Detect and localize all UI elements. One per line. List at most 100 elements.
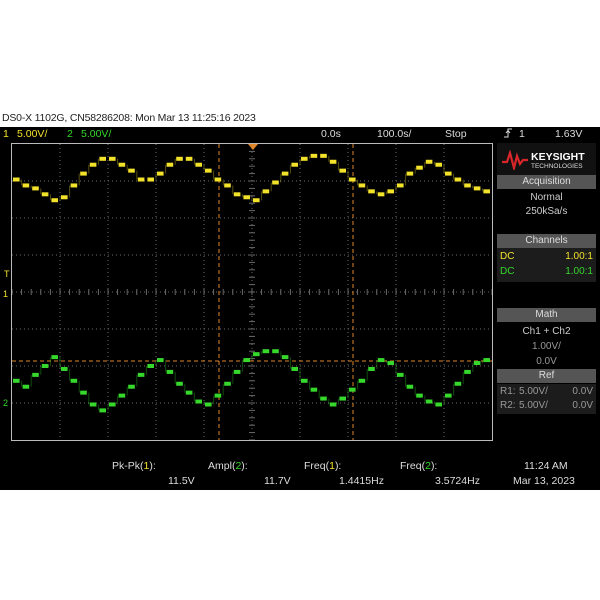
ch2-trace-point [51,355,58,360]
ch2-trace-point [99,408,106,413]
ch2-trace-point [301,378,308,383]
ch2-number[interactable]: 2 [67,128,73,140]
time-scale[interactable]: 100.0s/ [377,128,412,140]
ch2-trace-point [397,372,404,377]
ch2-trace-point [483,358,490,363]
meas-1-label[interactable]: Pk-Pk(1): [112,460,156,472]
ch1-trace-point [473,186,481,191]
ch2-trace-point [377,358,385,363]
math-offset: 0.0V [536,356,557,367]
ch2-ground-marker[interactable]: 2 [3,398,9,408]
meas-4-label[interactable]: Freq(2): [400,460,438,472]
ch2-trace-point [214,393,222,398]
ref2-name[interactable]: R2: [500,400,516,411]
ref1-offset: 0.0V [572,386,593,397]
ch1-trace-point [301,156,308,161]
ch2-coupling[interactable]: DC [500,266,515,277]
ch2-probe[interactable]: 1.00:1 [565,266,593,277]
meas-1-value: 11.5V [168,475,195,487]
meas-1-label-text: Pk-Pk [112,460,141,472]
ch2-trace-point [128,384,135,389]
ch1-trace-point [118,162,126,167]
ref-box: R1: 5.00V/ 0.0V R2: 5.00V/ 0.0V [497,384,596,414]
status-bar: 1 5.00V/ 2 5.00V/ 0.0s 100.0s/ Stop 1 1.… [0,127,600,142]
ch2-trace-point [176,381,183,386]
ch2-trace [13,349,490,413]
ch2-trace-point [339,396,346,401]
ch2-trace-point [320,396,327,401]
right-softkey-panel: KEYSIGHT TECHNOLOGIES Acquisition Normal… [495,143,600,441]
ch2-trace-point [61,366,68,371]
ch1-trace-point [329,159,337,164]
ch2-trace-point [329,402,337,407]
ch2-trace-point [464,369,471,374]
ch1-scale[interactable]: 5.00V/ [17,128,48,140]
meas-2-label[interactable]: Ampl(2): [208,460,248,472]
ch1-trace-point [128,168,135,173]
ch2-scale[interactable]: 5.00V/ [81,128,112,140]
ch2-trace-point [80,390,87,395]
ch2-trace-point [310,387,318,392]
ch1-trace-point [214,177,222,182]
time-offset[interactable]: 0.0s [321,128,341,140]
ch1-trace-point [464,183,471,188]
acquisition-header[interactable]: Acquisition [497,175,596,189]
ch1-trigger-marker: T [4,269,10,279]
run-state[interactable]: Stop [445,128,467,140]
ch1-trace-point [80,171,87,176]
meas-1-source: 1 [143,460,150,472]
ch2-trace-point [291,366,298,371]
ch1-probe[interactable]: 1.00:1 [565,251,593,262]
waveform-graticule[interactable] [11,143,493,441]
ch2-trace-point [185,390,193,395]
meas-3-label-text: Freq [304,460,326,472]
ch2-trace-point [281,355,289,360]
ch2-trace-point [13,378,20,383]
ch2-trace-point [166,369,174,374]
clock-time: 11:24 AM [524,460,568,472]
meas-3-source: 1 [329,460,335,472]
ch1-trace-point [233,192,241,197]
ch1-ground-marker[interactable]: 1 [3,289,9,299]
ch1-trace-point [454,177,462,182]
ch1-trace-point [205,168,212,173]
math-header[interactable]: Math [497,308,596,322]
screenshot-title: DS0-X 1102G, CN58286208: Mon Mar 13 11:2… [0,110,600,127]
ch2-trace-point [387,361,394,366]
brand-name: KEYSIGHT [531,151,585,163]
trigger-level[interactable]: 1.63V [555,128,583,140]
ch1-trace-point [416,165,423,170]
ref1-scale: 5.00V/ [519,386,548,397]
ch1-trace-point [32,186,39,191]
meas-2-source: 2 [235,460,242,472]
ch1-trace-point [397,183,404,188]
meas-4-source: 2 [425,460,431,472]
channels-header[interactable]: Channels [497,234,596,248]
ch1-number[interactable]: 1 [3,128,9,140]
math-scale: 1.00V/ [532,341,561,352]
ch2-trace-point [368,366,375,371]
ch1-trace-point [339,168,346,173]
ch1-trace-point [253,198,260,203]
ch1-trace-point [224,183,231,188]
measurement-bar: Pk-Pk(1): 11.5V Ampl(2): 11.7V Freq(1): … [0,456,600,490]
ch2-trace-point [473,361,481,366]
ref-header[interactable]: Ref [497,369,596,383]
ch1-trace-point [51,198,58,203]
ch2-trace-point [425,399,433,404]
meas-2-label-text: Ampl [208,460,232,472]
acquisition-mode: Normal [530,192,563,203]
ch1-trace-point [377,192,385,197]
ch1-trace-point [358,183,366,188]
ch1-coupling[interactable]: DC [500,251,515,262]
ch2-trace-point [89,402,97,407]
ref1-name[interactable]: R1: [500,386,516,397]
ch1-trace-point [320,153,327,158]
trigger-source[interactable]: 1 [519,128,525,140]
ch2-trace-point [224,381,231,386]
meas-3-label[interactable]: Freq(1): [304,460,342,472]
ch2-trace-point [253,352,260,357]
graticule-svg [12,144,492,440]
keysight-logo: KEYSIGHT TECHNOLOGIES [497,143,596,177]
ch1-trace-point [195,162,202,167]
